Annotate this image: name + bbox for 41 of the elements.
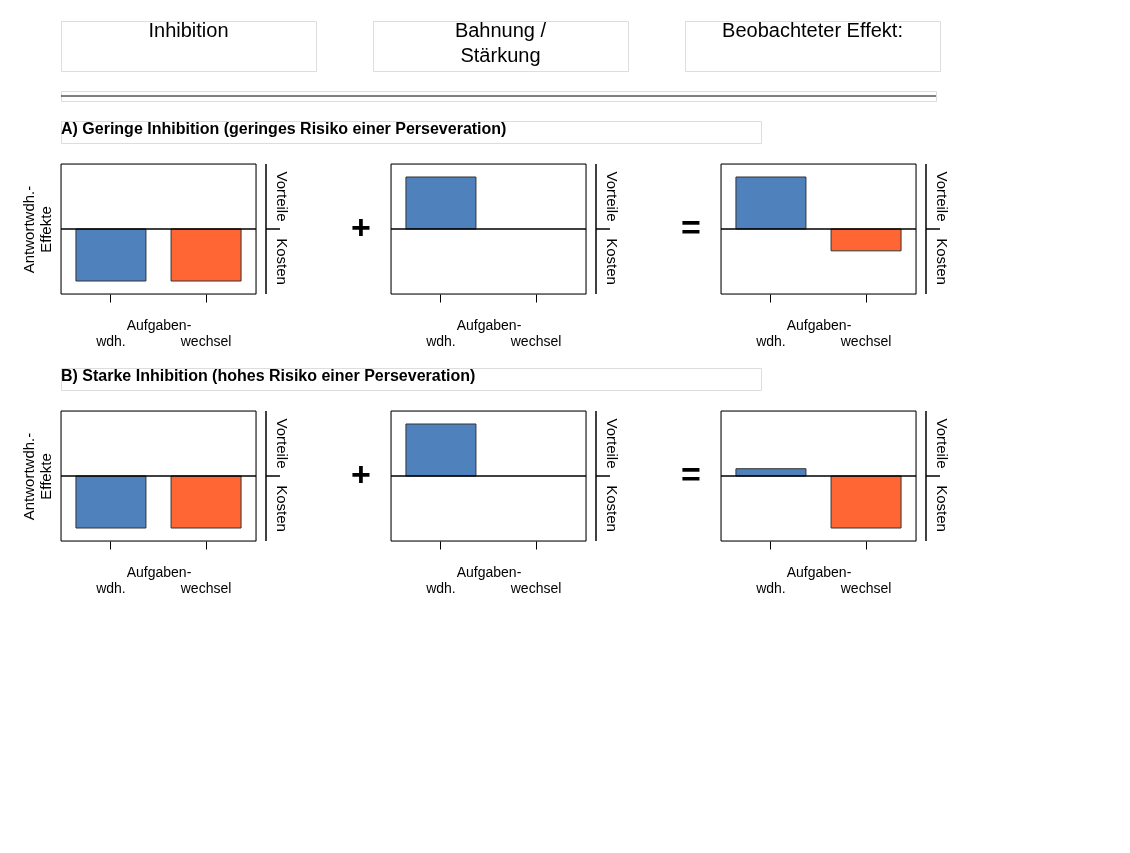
text: Bahnung / Stärkung xyxy=(454,19,547,66)
x-tick-label: wechsel xyxy=(179,332,232,349)
x-tick-label: wechsel xyxy=(179,579,232,596)
x-axis-title: Aufgaben- xyxy=(786,316,852,333)
text: Kosten xyxy=(274,238,291,285)
x-tick-label: wdh. xyxy=(755,579,786,596)
x-tick-label: wechsel xyxy=(509,332,562,349)
x-tick-label: wdh. xyxy=(95,579,126,596)
text: Kosten xyxy=(274,485,291,532)
text: Vorteile xyxy=(934,418,951,469)
x-tick-label: wdh. xyxy=(755,332,786,349)
text: = xyxy=(681,208,701,246)
x-axis-title: Aufgaben- xyxy=(786,563,852,580)
y-axis-title: Antwortwdh.- Effekte xyxy=(19,185,54,274)
text: + xyxy=(351,208,371,246)
text: Vorteile xyxy=(274,171,291,222)
x-tick-label: wechsel xyxy=(839,579,892,596)
text: Kosten xyxy=(934,238,951,285)
x-axis-title: Aufgaben- xyxy=(456,563,522,580)
text: Vorteile xyxy=(604,418,621,469)
text: Vorteile xyxy=(604,171,621,222)
text: Kosten xyxy=(604,238,621,285)
x-tick-label: wechsel xyxy=(839,332,892,349)
chart-title: B) Starke Inhibition (hohes Risiko einer Perseveration) xyxy=(61,367,476,384)
x-axis-title: Aufgaben- xyxy=(456,316,522,333)
text: = xyxy=(681,455,701,493)
x-tick-label: wechsel xyxy=(509,579,562,596)
x-axis-title: Aufgaben- xyxy=(126,316,192,333)
text: Beobachteter Effekt: xyxy=(722,19,903,41)
x-tick-label: wdh. xyxy=(425,579,456,596)
x-tick-label: wdh. xyxy=(425,332,456,349)
text: Kosten xyxy=(604,485,621,532)
text: Kosten xyxy=(934,485,951,532)
x-axis-title: Aufgaben- xyxy=(126,563,192,580)
text: Vorteile xyxy=(274,418,291,469)
y-axis-title: Antwortwdh.- Effekte xyxy=(19,432,54,521)
text: Vorteile xyxy=(934,171,951,222)
text: + xyxy=(351,455,371,493)
x-tick-label: wdh. xyxy=(95,332,126,349)
text: Inhibition xyxy=(148,19,229,41)
chart-title: A) Geringe Inhibition (geringes Risiko einer Perseveration) xyxy=(61,120,507,137)
